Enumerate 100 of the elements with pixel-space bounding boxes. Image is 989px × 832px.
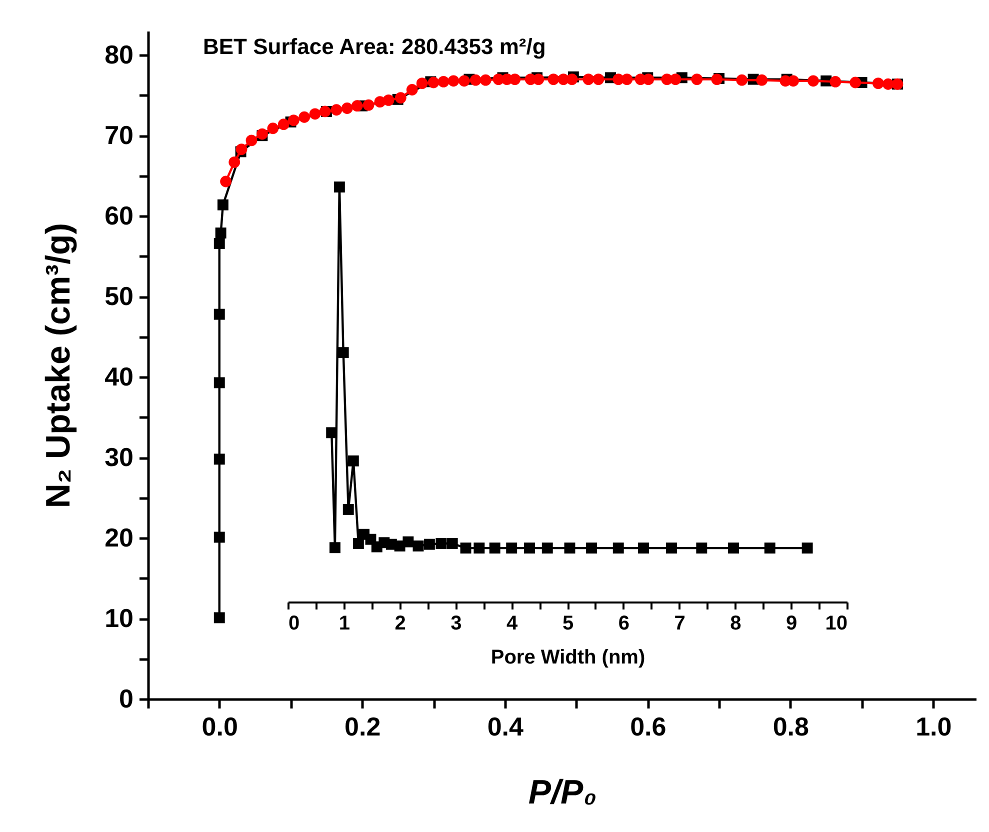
point — [412, 540, 424, 552]
point — [288, 114, 300, 126]
point — [217, 199, 228, 210]
point — [246, 134, 258, 146]
point — [586, 542, 598, 554]
point — [666, 542, 677, 554]
point — [509, 74, 521, 85]
y-tick-label: 40 — [104, 362, 134, 392]
point — [424, 538, 435, 550]
point — [458, 75, 470, 87]
x-tick-label: 0.6 — [630, 712, 666, 742]
point — [460, 542, 472, 554]
x-tick-label: 10 — [825, 612, 848, 634]
x-tick-label: 1 — [338, 612, 350, 634]
point — [872, 78, 884, 90]
x-axis-title: P/P₀ — [528, 774, 597, 812]
point — [438, 76, 450, 88]
point — [267, 122, 279, 134]
point — [728, 542, 739, 554]
point — [582, 74, 594, 85]
point — [448, 75, 460, 87]
point — [808, 75, 819, 87]
y-tick-label: 30 — [104, 442, 134, 472]
x-tick-label: 9 — [786, 612, 798, 634]
point — [696, 542, 708, 554]
x-tick-label: 0 — [288, 612, 300, 634]
point — [416, 78, 428, 90]
point — [309, 108, 321, 120]
point — [542, 542, 553, 554]
point — [489, 542, 500, 554]
point — [524, 542, 535, 554]
point — [566, 74, 578, 85]
point — [329, 542, 340, 554]
point — [351, 100, 363, 112]
point — [298, 111, 310, 123]
x-tick-label: 6 — [618, 612, 630, 634]
point — [352, 538, 364, 549]
point — [638, 542, 649, 554]
y-tick-label: 70 — [104, 120, 134, 150]
annotation: BET Surface Area: 280.4353 m²/g — [203, 34, 546, 59]
point — [756, 74, 768, 86]
point — [711, 74, 723, 85]
x-tick-label: 0.8 — [772, 712, 809, 742]
point — [788, 75, 799, 87]
x-tick-label: 7 — [674, 612, 686, 634]
point — [406, 84, 418, 96]
y-tick-label: 50 — [104, 281, 134, 312]
point — [214, 308, 225, 320]
x-tick-label: 2 — [394, 612, 406, 634]
point — [830, 76, 842, 88]
point — [802, 542, 813, 554]
point — [882, 78, 894, 90]
point — [446, 538, 458, 549]
y-tick-label: 80 — [104, 40, 134, 70]
point — [236, 144, 248, 155]
point — [215, 228, 226, 238]
point — [592, 74, 604, 85]
point — [548, 74, 560, 85]
x-tick-label: 0.4 — [487, 712, 524, 742]
point — [330, 104, 342, 116]
point — [480, 74, 492, 86]
point — [850, 76, 862, 88]
point — [214, 612, 225, 624]
point — [394, 92, 406, 104]
point — [338, 347, 349, 358]
point — [470, 74, 482, 86]
point — [341, 102, 353, 114]
point — [428, 76, 440, 88]
point — [621, 74, 633, 85]
x-axis-title: Pore Width (nm) — [490, 646, 646, 668]
x-tick-label: 8 — [730, 612, 742, 634]
x-tick-label: 3 — [450, 612, 462, 634]
point — [214, 238, 225, 249]
point — [326, 427, 338, 438]
point — [362, 99, 374, 111]
point — [474, 542, 485, 554]
point — [228, 156, 240, 168]
point — [402, 536, 414, 548]
point — [214, 532, 225, 543]
point — [670, 74, 682, 85]
point — [214, 377, 225, 388]
x-tick-label: 4 — [506, 612, 519, 634]
y-tick-label: 20 — [104, 522, 134, 553]
y-axis-title: N₂ Uptake (cm³/g) — [40, 222, 78, 508]
point — [214, 454, 225, 465]
point — [278, 118, 290, 130]
y-tick-label: 60 — [104, 200, 134, 231]
point — [348, 455, 359, 466]
point — [564, 542, 576, 554]
point — [220, 176, 232, 188]
x-tick-label: 0.0 — [202, 712, 238, 742]
point — [506, 542, 518, 554]
point — [342, 504, 354, 515]
point — [436, 538, 447, 549]
point — [382, 94, 394, 106]
y-tick-label: 0 — [119, 684, 134, 714]
point — [612, 542, 624, 554]
x-tick-label: 0.2 — [344, 712, 381, 742]
point — [764, 542, 776, 554]
point — [736, 74, 748, 86]
